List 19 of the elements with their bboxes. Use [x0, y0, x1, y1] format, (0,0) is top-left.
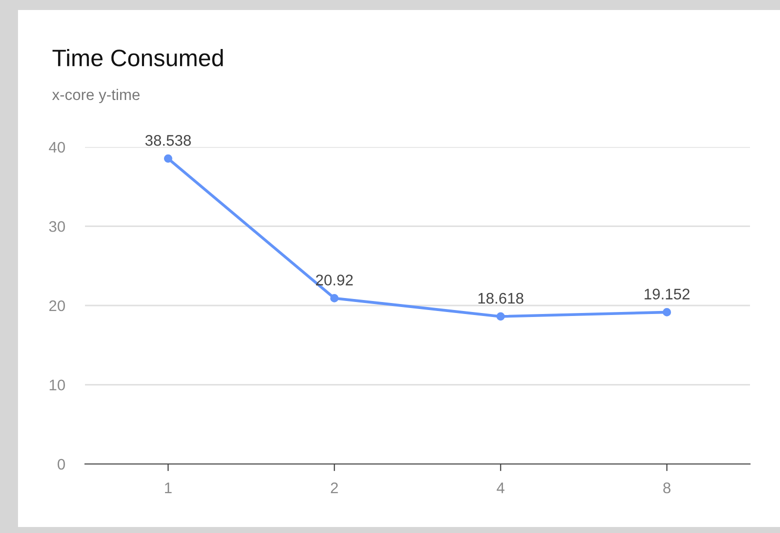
- point: [164, 154, 172, 163]
- chart-subtitle: x-core y-time: [52, 88, 140, 104]
- x-tick-label: 1: [165, 482, 172, 494]
- data-label: 18.618: [478, 292, 524, 304]
- y-tick-label: 10: [50, 380, 65, 390]
- y-tick-label: 20: [49, 300, 65, 312]
- point: [330, 294, 339, 302]
- data-label: 38.538: [145, 135, 191, 146]
- point: [496, 312, 505, 321]
- data-label: 19.152: [644, 288, 690, 300]
- x-tick-label: 2: [330, 482, 338, 494]
- point: [662, 308, 672, 316]
- y-tick-label: 30: [49, 221, 65, 232]
- data-label: 20.92: [316, 274, 353, 286]
- y-tick-label: 0: [58, 458, 65, 470]
- x-tick-label: 8: [663, 482, 670, 494]
- chart-title: Time Consumed: [52, 48, 223, 66]
- x-tick-label: 4: [496, 482, 504, 494]
- y-tick-label: 40: [48, 142, 65, 153]
